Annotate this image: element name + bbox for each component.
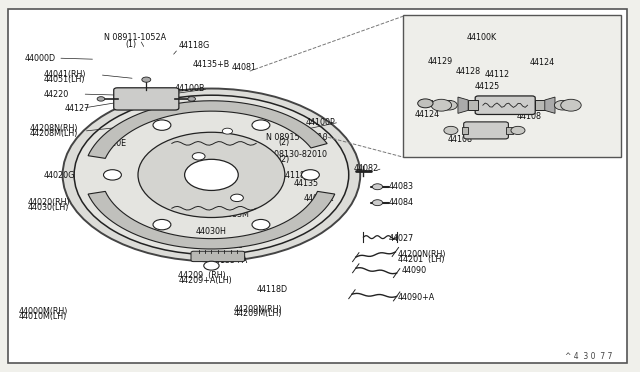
Text: 44082: 44082 xyxy=(353,164,378,173)
Text: 44100P: 44100P xyxy=(306,118,336,127)
Text: 44090+A: 44090+A xyxy=(398,293,435,302)
Text: 44135: 44135 xyxy=(293,179,318,187)
Text: 44215: 44215 xyxy=(219,241,244,250)
Text: 44020G: 44020G xyxy=(44,171,76,180)
FancyBboxPatch shape xyxy=(191,251,244,262)
Circle shape xyxy=(418,99,433,108)
Circle shape xyxy=(431,99,452,111)
Text: 44127: 44127 xyxy=(65,104,90,113)
Bar xyxy=(462,127,468,134)
Text: 44108: 44108 xyxy=(516,112,541,121)
Text: 44020E: 44020E xyxy=(97,139,127,148)
Circle shape xyxy=(222,128,232,134)
Text: 44124: 44124 xyxy=(529,58,555,67)
Text: 44135+A: 44135+A xyxy=(210,256,248,265)
Text: 44041(RH): 44041(RH) xyxy=(44,70,86,79)
Text: 44209N(RH): 44209N(RH) xyxy=(234,305,282,314)
Text: 44100B: 44100B xyxy=(174,84,205,93)
Text: 44000D: 44000D xyxy=(25,54,56,62)
Text: 44051(LH): 44051(LH) xyxy=(44,75,86,84)
Text: 44081: 44081 xyxy=(232,63,257,72)
Circle shape xyxy=(444,126,458,135)
Text: 43083M: 43083M xyxy=(218,211,250,219)
Text: 44128: 44128 xyxy=(456,67,481,76)
Circle shape xyxy=(104,170,122,180)
Text: 44209  (RH): 44209 (RH) xyxy=(178,271,226,280)
Text: B 08130-82010: B 08130-82010 xyxy=(266,150,326,159)
Circle shape xyxy=(74,95,349,254)
Text: 44135+B: 44135+B xyxy=(192,60,230,69)
Bar xyxy=(534,100,545,110)
Text: 44129: 44129 xyxy=(428,57,452,66)
Text: (2): (2) xyxy=(278,138,290,147)
Text: 44045: 44045 xyxy=(223,190,248,199)
Text: 44209M(LH): 44209M(LH) xyxy=(234,310,282,318)
Polygon shape xyxy=(88,191,335,249)
Circle shape xyxy=(63,89,360,261)
Text: 44030H: 44030H xyxy=(195,227,227,236)
Circle shape xyxy=(372,184,383,190)
Circle shape xyxy=(441,100,458,110)
FancyBboxPatch shape xyxy=(114,88,179,110)
Circle shape xyxy=(252,120,270,130)
Circle shape xyxy=(188,97,195,101)
Text: (1): (1) xyxy=(125,40,136,49)
Text: 44083: 44083 xyxy=(389,182,414,191)
Circle shape xyxy=(204,261,219,270)
Text: 44060K: 44060K xyxy=(304,195,334,203)
Text: ^ 4  3 0  7 7: ^ 4 3 0 7 7 xyxy=(565,352,612,361)
Bar xyxy=(506,127,513,134)
FancyBboxPatch shape xyxy=(475,96,535,115)
Text: 44209+A(LH): 44209+A(LH) xyxy=(178,276,232,285)
Text: 44215M: 44215M xyxy=(240,180,272,189)
Text: 44201  (LH): 44201 (LH) xyxy=(398,255,444,264)
Circle shape xyxy=(372,200,383,206)
Circle shape xyxy=(192,153,205,160)
Text: (2): (2) xyxy=(278,155,290,164)
Text: 44112: 44112 xyxy=(484,70,510,78)
Circle shape xyxy=(301,170,319,180)
Text: 44125: 44125 xyxy=(474,82,500,91)
Circle shape xyxy=(561,99,581,111)
Text: N 08911-1052A: N 08911-1052A xyxy=(104,33,166,42)
Text: 44118C: 44118C xyxy=(280,171,311,180)
Text: N 08915-23810: N 08915-23810 xyxy=(266,132,327,142)
Circle shape xyxy=(252,219,270,230)
Circle shape xyxy=(511,126,525,135)
Text: 44010M(LH): 44010M(LH) xyxy=(19,312,67,321)
Text: 44112: 44112 xyxy=(429,100,454,109)
Polygon shape xyxy=(545,97,555,113)
Circle shape xyxy=(97,97,105,101)
Circle shape xyxy=(554,100,571,110)
Circle shape xyxy=(138,132,285,218)
Text: 44090: 44090 xyxy=(402,266,427,275)
Text: 44200N(RH): 44200N(RH) xyxy=(398,250,447,259)
Circle shape xyxy=(153,219,171,230)
Text: 44020(RH): 44020(RH) xyxy=(28,198,70,207)
Text: 44220: 44220 xyxy=(44,90,69,99)
Circle shape xyxy=(153,120,171,130)
Text: 44000M(RH): 44000M(RH) xyxy=(19,307,68,316)
Polygon shape xyxy=(458,97,468,113)
Text: 44118G: 44118G xyxy=(178,41,209,51)
Bar xyxy=(468,100,478,110)
Circle shape xyxy=(184,159,238,190)
Text: 44108: 44108 xyxy=(448,135,473,144)
Bar xyxy=(403,15,621,157)
Circle shape xyxy=(230,194,243,202)
Text: 44027: 44027 xyxy=(389,234,414,243)
Text: 44030(LH): 44030(LH) xyxy=(28,203,69,212)
Polygon shape xyxy=(88,101,327,158)
Text: 44100K: 44100K xyxy=(467,33,497,42)
Text: 43083MA: 43083MA xyxy=(238,167,276,176)
Text: 44118D: 44118D xyxy=(256,285,287,294)
Text: 44084: 44084 xyxy=(389,198,414,207)
Text: 44208M(LH): 44208M(LH) xyxy=(29,129,78,138)
Text: 44208N(RH): 44208N(RH) xyxy=(29,124,78,133)
Text: 44124: 44124 xyxy=(415,110,440,119)
Circle shape xyxy=(142,77,151,82)
FancyBboxPatch shape xyxy=(464,122,508,139)
